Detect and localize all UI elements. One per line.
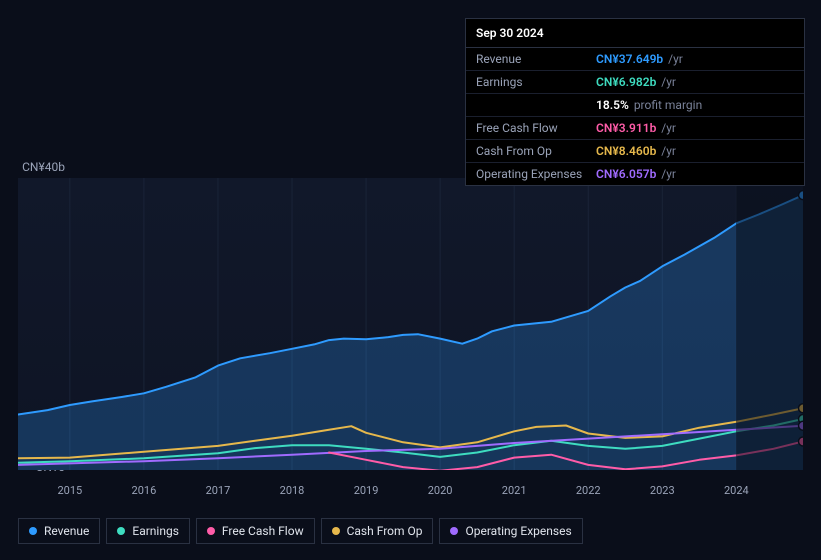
x-tick-label: 2022: [576, 484, 601, 497]
tooltip-row: Free Cash FlowCN¥3.911b /yr: [466, 117, 804, 140]
legend-swatch: [29, 527, 37, 535]
y-axis-top-label: CN¥40b: [22, 160, 65, 174]
legend-label: Earnings: [132, 524, 179, 538]
legend-item[interactable]: Earnings: [106, 518, 190, 544]
x-tick-label: 2015: [57, 484, 82, 497]
legend-label: Cash From Op: [347, 524, 423, 538]
legend-item[interactable]: Free Cash Flow: [196, 518, 315, 544]
tooltip-row-value: 18.5% profit margin: [596, 98, 702, 112]
legend-label: Operating Expenses: [465, 524, 571, 538]
legend-swatch: [450, 527, 458, 535]
legend-swatch: [117, 527, 125, 535]
tooltip-row: RevenueCN¥37.649b /yr: [466, 48, 804, 71]
legend-item[interactable]: Operating Expenses: [439, 518, 582, 544]
legend-swatch: [207, 527, 215, 535]
legend-label: Free Cash Flow: [222, 524, 304, 538]
legend-item[interactable]: Revenue: [18, 518, 100, 544]
tooltip-row-label: [476, 98, 596, 112]
legend-item[interactable]: Cash From Op: [321, 518, 434, 544]
x-tick-label: 2019: [354, 484, 379, 497]
tooltip-row-value: CN¥8.460b /yr: [596, 144, 676, 158]
future-dim-overlay: [736, 178, 803, 470]
x-tick-label: 2017: [206, 484, 231, 497]
hover-tooltip: Sep 30 2024 RevenueCN¥37.649b /yrEarning…: [465, 18, 805, 186]
tooltip-row-value: CN¥6.057b /yr: [596, 167, 676, 181]
tooltip-row-value: CN¥6.982b /yr: [596, 75, 676, 89]
tooltip-row: Operating ExpensesCN¥6.057b /yr: [466, 163, 804, 185]
tooltip-row-value: CN¥37.649b /yr: [596, 52, 683, 66]
x-tick-label: 2020: [428, 484, 453, 497]
tooltip-row-value: CN¥3.911b /yr: [596, 121, 676, 135]
legend: Revenue Earnings Free Cash Flow Cash From O…: [18, 518, 583, 544]
tooltip-row-label: Earnings: [476, 75, 596, 89]
tooltip-row: Cash From OpCN¥8.460b /yr: [466, 140, 804, 163]
x-tick-label: 2021: [502, 484, 527, 497]
tooltip-row-label: Cash From Op: [476, 144, 596, 158]
x-tick-label: 2018: [280, 484, 305, 497]
x-tick-label: 2023: [650, 484, 675, 497]
legend-label: Revenue: [44, 524, 89, 538]
tooltip-date: Sep 30 2024: [466, 19, 804, 48]
tooltip-row-label: Free Cash Flow: [476, 121, 596, 135]
chart-plot-area: [18, 178, 803, 470]
legend-swatch: [332, 527, 340, 535]
tooltip-row: 18.5% profit margin: [466, 94, 804, 117]
x-tick-label: 2024: [724, 484, 749, 497]
x-tick-label: 2016: [132, 484, 157, 497]
x-axis-labels: 2015 2016 2017 2018 2019 2020 2021 2022 2023 2024: [18, 484, 803, 500]
tooltip-row: EarningsCN¥6.982b /yr: [466, 71, 804, 94]
tooltip-row-label: Operating Expenses: [476, 167, 596, 181]
tooltip-row-label: Revenue: [476, 52, 596, 66]
